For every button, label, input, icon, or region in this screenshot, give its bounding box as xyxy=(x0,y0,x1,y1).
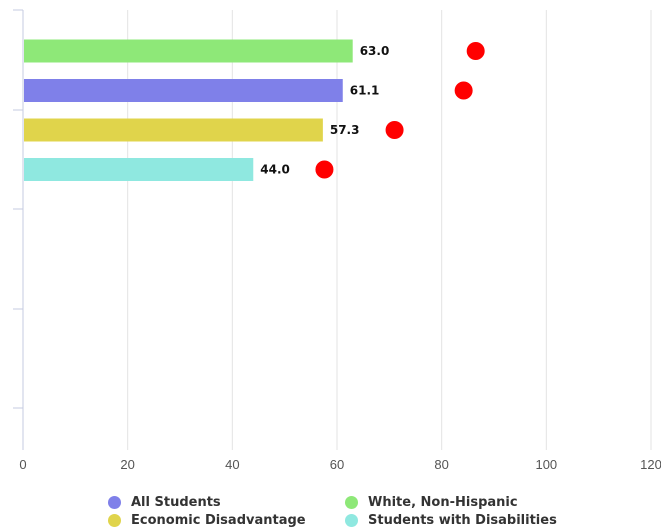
data-label: 44.0 xyxy=(260,163,290,177)
grid-lines xyxy=(127,10,652,450)
target-marker[interactable] xyxy=(466,42,485,60)
legend-item-students-with-disabilities[interactable]: Students with Disabilities xyxy=(345,513,557,528)
data-label: 63.0 xyxy=(360,44,390,58)
x-tick-label: 120 xyxy=(640,457,661,472)
legend-label: Students with Disabilities xyxy=(368,513,557,528)
y-axis-ticks xyxy=(13,9,23,409)
x-tick-label: 100 xyxy=(535,457,557,472)
data-label: 57.3 xyxy=(330,123,360,137)
x-tick-label: 60 xyxy=(330,457,344,472)
x-axis-labels: 0 20 40 60 80 100 120 xyxy=(19,457,661,472)
x-tick-label: 0 xyxy=(19,457,26,472)
legend-item-all-students[interactable]: All Students xyxy=(108,495,221,510)
x-tick-label: 80 xyxy=(434,457,448,472)
bar[interactable] xyxy=(24,118,323,142)
x-tick-label: 20 xyxy=(120,457,134,472)
legend-dot xyxy=(345,496,358,509)
bars: 63.0 61.1 57.3 44.0 xyxy=(24,39,390,181)
target-marker[interactable] xyxy=(315,160,334,179)
target-markers xyxy=(315,42,485,179)
legend-label: Economic Disadvantage xyxy=(131,513,306,528)
legend-item-white-non-hispanic[interactable]: White, Non-Hispanic xyxy=(345,495,518,510)
target-marker[interactable] xyxy=(385,121,404,139)
legend-label: All Students xyxy=(131,495,221,510)
legend-label: White, Non-Hispanic xyxy=(368,495,518,510)
legend-dot xyxy=(108,496,121,509)
legend-item-economic-disadvantage[interactable]: Economic Disadvantage xyxy=(108,513,306,528)
data-label: 61.1 xyxy=(350,84,380,98)
legend-dot xyxy=(345,514,358,527)
x-tick-label: 40 xyxy=(225,457,239,472)
bar[interactable] xyxy=(24,79,343,102)
bar[interactable] xyxy=(24,39,353,63)
target-marker[interactable] xyxy=(454,81,473,100)
bar[interactable] xyxy=(24,158,254,181)
legend-dot xyxy=(108,514,121,527)
